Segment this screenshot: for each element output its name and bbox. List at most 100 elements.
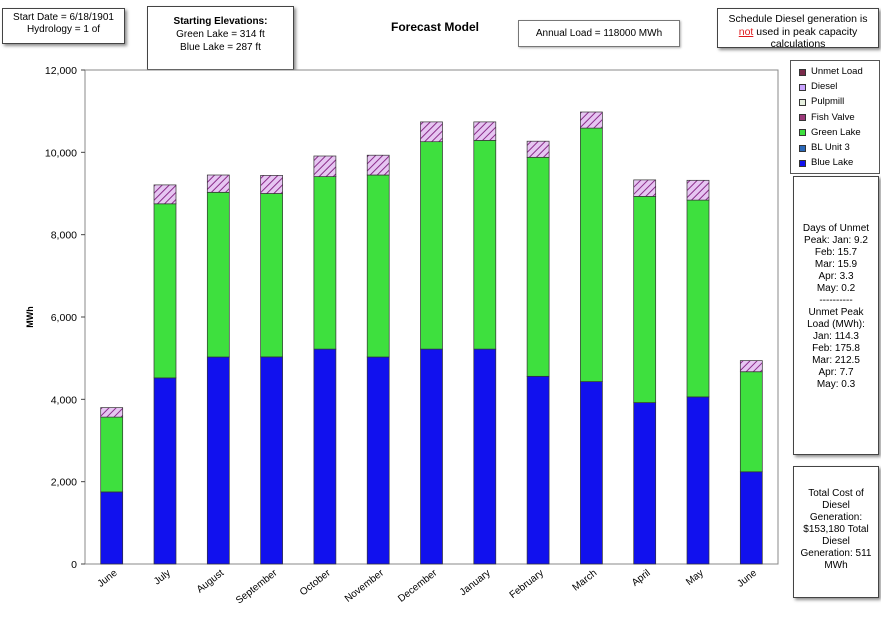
bar-segment-blue-lake [313, 348, 337, 565]
bar-segment-fish-valve [739, 360, 763, 373]
legend-swatch [799, 68, 806, 76]
bar-segment-blue-lake [420, 348, 443, 565]
legend-swatch [799, 114, 806, 122]
diesel-note-line2: not used in peak capacity calculations [718, 26, 878, 51]
days-box-line: May: 0.3 [816, 379, 856, 390]
y-tick-label: 2,000 [51, 477, 77, 489]
bar-segment-green-lake [206, 191, 230, 358]
legend-label: BL Unit 3 [811, 142, 850, 153]
bar-segment-fish-valve [526, 140, 550, 158]
x-tick-label: April [630, 568, 653, 589]
annual-load-text: Annual Load = 118000 MWh [535, 28, 663, 39]
legend-label: Blue Lake [811, 157, 854, 169]
bar-segment-fish-valve [473, 121, 497, 141]
x-tick-label: September [234, 567, 280, 606]
bar-segment-green-lake [100, 416, 124, 493]
days-box-line: Load (MWh): [807, 319, 865, 330]
days-box-line: Apr: 7.7 [818, 367, 854, 378]
bar-segment-green-lake [366, 174, 390, 358]
x-tick-label: February [508, 568, 546, 601]
bar-segment-blue-lake [633, 402, 657, 565]
cost-box-line: Diesel [822, 500, 850, 511]
y-tick-label: 6,000 [51, 312, 77, 324]
y-tick-label: 8,000 [51, 230, 77, 242]
days-box-line: Feb: 15.7 [814, 247, 858, 258]
annual-load-box: Annual Load = 118000 MWh [518, 20, 680, 47]
unmet-days-box: Days of Unmet Peak: Jan: 9.2 Feb: 15.7 Mar:… [793, 176, 879, 455]
legend-label: Unmet Load [811, 66, 863, 77]
bar-segment-green-lake [420, 141, 443, 350]
start-date-text: Start Date = 6/18/1901 [13, 12, 114, 23]
bar-segment-green-lake [739, 371, 763, 473]
legend-swatch [799, 144, 806, 152]
legend-label: Green Lake [811, 126, 861, 138]
bar-segment-green-lake [313, 176, 337, 350]
chart-title: Forecast Model [390, 20, 480, 34]
diesel-note-rest: used in peak capacity calculations [756, 25, 858, 51]
bar-segment-green-lake [633, 196, 657, 403]
y-tick-label: 12,000 [45, 65, 77, 77]
bar-segment-blue-lake [473, 348, 497, 565]
bar-segment-fish-valve [206, 174, 230, 193]
bar-segment-blue-lake [153, 377, 177, 565]
bar-segment-fish-valve [686, 179, 710, 201]
bar-segment-fish-valve [100, 407, 124, 418]
legend-swatch [799, 98, 806, 106]
cost-box-line: Generation: [809, 512, 863, 523]
bar-segment-blue-lake [100, 491, 124, 565]
bar-segment-blue-lake [206, 356, 230, 565]
hydrology-text: Hydrology = 1 of [26, 24, 101, 35]
y-axis-label: MWh [25, 306, 35, 328]
x-tick-label: March [571, 568, 600, 594]
diesel-note-line1: Schedule Diesel generation is [728, 13, 868, 25]
x-tick-label: August [195, 568, 226, 596]
bar-segment-fish-valve [313, 155, 337, 177]
bar-segment-fish-valve [366, 154, 390, 176]
days-box-line: Mar: 212.5 [812, 355, 860, 366]
legend-swatch [799, 159, 806, 167]
starting-elevations-box: Starting Elevations: Green Lake = 314 ft… [147, 6, 294, 70]
bar-segment-blue-lake [686, 396, 710, 565]
bar-segment-blue-lake [739, 471, 763, 565]
y-tick-label: 0 [71, 559, 77, 571]
days-box-line: Days of Unmet [802, 223, 870, 234]
legend-label: Fish Valve [811, 111, 855, 123]
diesel-cost-box: Total Cost of Diesel Generation: $153,180 T… [793, 466, 879, 598]
days-box-line: Apr: 3.3 [818, 271, 854, 282]
cost-box-line: MWh [824, 560, 848, 571]
cost-box-line: Total Cost of [808, 488, 864, 499]
x-tick-label: June [735, 567, 759, 589]
x-tick-label: January [458, 568, 493, 599]
elevations-heading: Starting Elevations: [173, 16, 268, 27]
x-tick-label: November [343, 567, 387, 604]
bar-segment-blue-lake [260, 356, 283, 565]
days-box-line: Jan: 114.3 [813, 331, 859, 342]
x-tick-label: December [396, 567, 440, 604]
bar-segment-green-lake [686, 199, 710, 398]
blue-lake-elevation: Blue Lake = 287 ft [180, 42, 261, 53]
start-date-box: Start Date = 6/18/1901 Hydrology = 1 of [2, 8, 125, 44]
cost-box-line: $153,180 Total [803, 524, 869, 535]
cost-box-line: Generation: 511 [800, 548, 872, 559]
legend-swatch [799, 129, 806, 137]
y-tick-label: 4,000 [51, 394, 77, 406]
x-tick-label: May [684, 568, 706, 588]
days-box-line: Peak: Jan: 9.2 [804, 235, 868, 246]
bar-segment-green-lake [580, 127, 603, 382]
bar-segment-fish-valve [153, 184, 177, 205]
y-tick-label: 10,000 [45, 147, 77, 159]
days-box-line: Mar: 15.9 [814, 259, 858, 270]
bar-segment-fish-valve [633, 179, 657, 197]
days-box-line: Feb: 175.8 [812, 343, 860, 354]
bar-segment-fish-valve [420, 121, 443, 143]
legend-label: Diesel [811, 81, 838, 93]
legend-label: Pulpmill [811, 96, 845, 108]
legend: Unmet Load Diesel Pulpmill Fish Valve Green … [790, 60, 880, 174]
days-box-line: May: 0.2 [816, 283, 856, 294]
bar-segment-green-lake [526, 156, 550, 377]
bar-segment-blue-lake [526, 375, 550, 565]
bar-segment-fish-valve [260, 175, 283, 194]
bar-segment-blue-lake [580, 381, 603, 565]
legend-swatch [799, 83, 806, 91]
